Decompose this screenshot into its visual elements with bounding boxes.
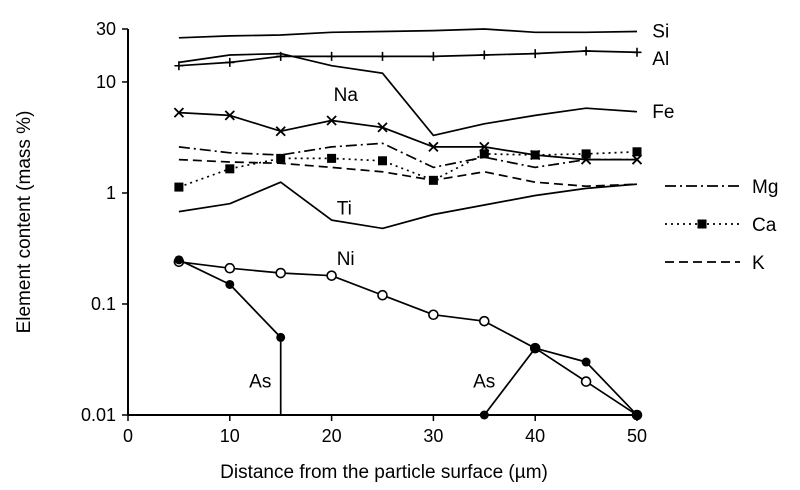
legend-label: K xyxy=(752,253,765,274)
data-point-ca-6 xyxy=(479,149,489,159)
x-tick-label: 20 xyxy=(322,426,342,446)
y-tick-label: 0.01 xyxy=(81,405,116,425)
data-point-na-3 xyxy=(326,115,337,126)
legend: Mg Ca K xyxy=(665,177,778,274)
series-labels: Si Al Fe Na Ti Ni As As xyxy=(249,22,674,393)
data-point-al-8 xyxy=(581,46,591,56)
series-label-as: As xyxy=(473,371,495,392)
data-point-al-1 xyxy=(225,57,235,67)
series-label-ni: Ni xyxy=(337,249,355,270)
series-label-si: Si xyxy=(652,22,669,43)
series-line-mg xyxy=(178,142,637,169)
data-point-as-2 xyxy=(581,357,591,367)
series-label-ti: Ti xyxy=(337,198,352,219)
legend-label: Ca xyxy=(752,215,777,236)
data-point-na-2 xyxy=(275,126,286,137)
series-label-as: As xyxy=(249,371,271,392)
series-line-fe xyxy=(178,52,638,137)
series-line-ca xyxy=(178,150,638,188)
x-axis-title: Distance from the particle surface (µm) xyxy=(220,462,548,483)
y-axis-title: Element content (mass %) xyxy=(14,111,35,334)
legend-item-mg: Mg xyxy=(665,177,778,198)
data-point-ni-2 xyxy=(275,267,287,279)
series-line-ni xyxy=(178,260,638,416)
axes-layer xyxy=(127,29,642,416)
data-point-ni-5 xyxy=(428,309,439,321)
series-line-k xyxy=(178,158,638,188)
data-point-as-1 xyxy=(225,279,235,289)
series-al-1 xyxy=(174,46,642,71)
x-tick-label: 10 xyxy=(220,426,240,446)
legend-item-k: K xyxy=(665,253,765,274)
legend-label: Mg xyxy=(752,177,778,198)
data-point-na-1 xyxy=(224,110,235,121)
legend-item-ca: Ca xyxy=(665,215,777,236)
data-point-ni-3 xyxy=(326,270,337,281)
data-point-na-5 xyxy=(428,141,439,153)
data-point-na-4 xyxy=(377,122,388,133)
ticks-layer: 0 10 20 30 40 50 0.01 0.1 1 10 30 xyxy=(81,19,647,446)
data-point-ca-1 xyxy=(225,164,235,174)
series-label-na: Na xyxy=(334,85,359,106)
y-tick-label: 30 xyxy=(96,19,116,39)
series-line-si xyxy=(178,28,638,39)
data-point-ni-1 xyxy=(224,262,236,274)
data-point-ca-4 xyxy=(378,156,387,166)
series-k-6 xyxy=(178,158,638,188)
series-line-na xyxy=(178,111,637,161)
series-fe-2 xyxy=(178,52,638,137)
data-point-al-9 xyxy=(632,47,642,57)
data-point-ca-2 xyxy=(276,153,286,163)
data-point-as-0 xyxy=(174,255,184,265)
series-line-as xyxy=(483,347,638,416)
series-mg-4 xyxy=(178,142,637,169)
data-point-ca-0 xyxy=(174,182,184,192)
data-point-ni-4 xyxy=(377,289,388,301)
y-tick-label: 1 xyxy=(106,183,116,203)
data-point-ca-8 xyxy=(581,149,591,159)
series-layer xyxy=(173,28,643,421)
series-line-ti xyxy=(178,181,638,230)
legend-marker xyxy=(697,219,707,229)
data-point-ni-6 xyxy=(478,315,490,327)
series-as-9 xyxy=(174,255,286,342)
series-label-fe: Fe xyxy=(652,102,674,123)
data-point-ni-8 xyxy=(580,376,592,387)
data-point-al-3 xyxy=(327,51,337,61)
data-point-al-6 xyxy=(479,50,489,60)
series-ni-8 xyxy=(173,256,643,421)
series-as-10 xyxy=(479,343,642,420)
series-ti-7 xyxy=(178,181,638,230)
x-tick-label: 50 xyxy=(627,426,647,446)
data-point-ca-3 xyxy=(327,153,337,163)
y-tick-label: 0.1 xyxy=(91,294,116,314)
data-point-al-7 xyxy=(530,49,540,59)
series-si-0 xyxy=(178,28,638,39)
x-tick-label: 0 xyxy=(123,426,133,446)
x-tick-label: 40 xyxy=(525,426,545,446)
data-point-na-0 xyxy=(173,107,185,118)
series-line-al xyxy=(178,50,638,67)
series-label-al: Al xyxy=(652,49,669,70)
data-point-al-4 xyxy=(378,51,387,61)
data-point-al-0 xyxy=(174,61,184,71)
data-point-as-1 xyxy=(530,343,540,353)
x-tick-label: 30 xyxy=(423,426,443,446)
data-point-al-5 xyxy=(428,51,438,61)
data-point-ca-9 xyxy=(632,147,642,157)
data-point-ca-7 xyxy=(530,150,540,160)
y-tick-label: 10 xyxy=(96,72,116,92)
